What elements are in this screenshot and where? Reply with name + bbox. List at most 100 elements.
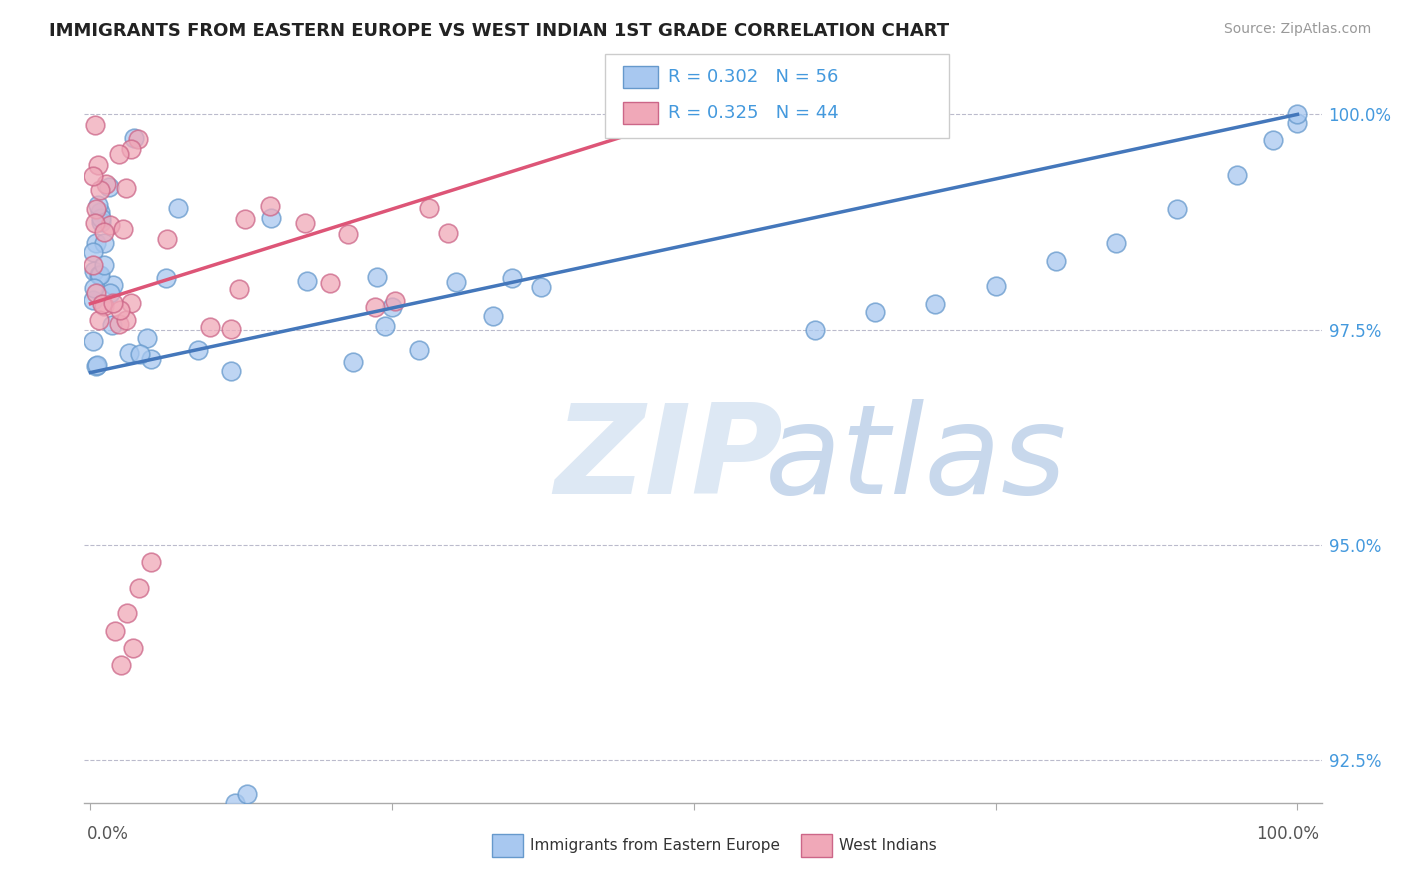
- Point: [236, 787, 259, 801]
- Point: [93, 235, 115, 250]
- Point: [84, 118, 107, 132]
- Point: [408, 343, 430, 357]
- Point: [128, 581, 150, 595]
- Point: [112, 222, 135, 236]
- Point: [84, 202, 107, 216]
- Point: [108, 302, 131, 317]
- Text: ZIP: ZIP: [554, 399, 783, 519]
- Text: IMMIGRANTS FROM EASTERN EUROPE VS WEST INDIAN 1ST GRADE CORRELATION CHART: IMMIGRANTS FROM EASTERN EUROPE VS WEST I…: [49, 22, 949, 40]
- Text: R = 0.302   N = 56: R = 0.302 N = 56: [668, 68, 838, 87]
- Point: [93, 258, 115, 272]
- Point: [117, 346, 139, 360]
- Point: [120, 142, 142, 156]
- Point: [96, 178, 118, 192]
- Point: [155, 271, 177, 285]
- Point: [1286, 107, 1309, 121]
- Text: 0.0%: 0.0%: [87, 825, 129, 843]
- Point: [98, 179, 121, 194]
- Text: 100.0%: 100.0%: [1256, 825, 1319, 843]
- Text: Source: ZipAtlas.com: Source: ZipAtlas.com: [1223, 22, 1371, 37]
- Text: West Indians: West Indians: [839, 838, 938, 853]
- Text: atlas: atlas: [765, 399, 1067, 519]
- Point: [228, 282, 250, 296]
- Point: [82, 293, 104, 308]
- Point: [82, 245, 104, 260]
- Point: [110, 658, 132, 673]
- Point: [374, 318, 396, 333]
- Point: [87, 158, 110, 172]
- Point: [107, 317, 129, 331]
- Point: [381, 300, 404, 314]
- Point: [233, 211, 256, 226]
- Point: [342, 354, 364, 368]
- Point: [1286, 116, 1309, 130]
- Point: [93, 225, 115, 239]
- Point: [86, 235, 108, 250]
- Point: [89, 268, 111, 282]
- Point: [863, 305, 886, 319]
- Point: [260, 211, 283, 226]
- Point: [803, 322, 825, 336]
- Point: [86, 198, 108, 212]
- Point: [82, 258, 104, 272]
- Point: [114, 181, 136, 195]
- Point: [924, 296, 946, 310]
- Point: [86, 358, 108, 372]
- Point: [198, 319, 221, 334]
- Point: [107, 147, 129, 161]
- Point: [366, 270, 388, 285]
- Point: [984, 279, 1007, 293]
- Point: [84, 359, 107, 373]
- Point: [136, 331, 159, 345]
- Point: [87, 313, 110, 327]
- Point: [90, 215, 112, 229]
- Point: [127, 132, 149, 146]
- Point: [1226, 168, 1249, 182]
- Point: [103, 624, 125, 638]
- Text: Immigrants from Eastern Europe: Immigrants from Eastern Europe: [530, 838, 780, 853]
- Point: [83, 281, 105, 295]
- Point: [481, 309, 503, 323]
- Point: [337, 227, 360, 242]
- Point: [90, 211, 112, 225]
- Point: [82, 169, 104, 183]
- Point: [86, 285, 108, 300]
- Point: [122, 130, 145, 145]
- Point: [89, 205, 111, 219]
- Point: [384, 294, 406, 309]
- Point: [294, 216, 316, 230]
- Point: [115, 313, 138, 327]
- Point: [120, 296, 142, 310]
- Point: [436, 227, 458, 241]
- Point: [418, 856, 440, 871]
- Point: [83, 264, 105, 278]
- Point: [295, 274, 318, 288]
- Point: [98, 286, 121, 301]
- Point: [89, 183, 111, 197]
- Point: [87, 268, 110, 283]
- Point: [529, 280, 551, 294]
- Point: [101, 277, 124, 292]
- Point: [139, 555, 162, 569]
- Point: [219, 364, 242, 378]
- Point: [121, 640, 143, 655]
- Text: R = 0.325   N = 44: R = 0.325 N = 44: [668, 103, 838, 122]
- Point: [364, 300, 387, 314]
- Point: [91, 296, 114, 310]
- Point: [319, 277, 342, 291]
- Point: [82, 334, 104, 348]
- Point: [441, 847, 464, 862]
- Point: [115, 607, 138, 621]
- Point: [221, 322, 243, 336]
- Point: [187, 343, 209, 357]
- Point: [167, 201, 190, 215]
- Point: [139, 351, 162, 366]
- Point: [224, 796, 246, 810]
- Point: [93, 300, 115, 314]
- Point: [84, 216, 107, 230]
- Point: [1105, 236, 1128, 251]
- Point: [98, 218, 121, 232]
- Point: [1045, 253, 1067, 268]
- Point: [101, 318, 124, 333]
- Point: [103, 296, 125, 310]
